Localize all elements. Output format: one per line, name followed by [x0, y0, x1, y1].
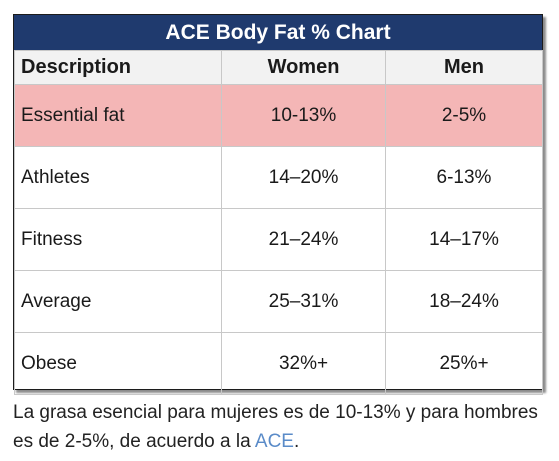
row-men-value: 25%+ — [385, 332, 543, 395]
row-women-value: 32%+ — [221, 332, 386, 395]
row-description: Essential fat — [14, 84, 222, 147]
row-men-value: 2-5% — [385, 84, 543, 147]
caption-body: La grasa esencial para mujeres es de 10-… — [13, 402, 538, 452]
row-men-value: 18–24% — [385, 270, 543, 333]
caption-text: La grasa esencial para mujeres es de 10-… — [13, 398, 553, 456]
row-men-value: 6-13% — [385, 146, 543, 209]
row-description: Average — [14, 270, 222, 333]
header-row: Description Women Men — [14, 50, 543, 85]
caption-end: . — [293, 431, 300, 452]
body-fat-grid: Description Women Men Essential fat 10-1… — [14, 50, 543, 395]
table-row-average: Average 25–31% 18–24% — [14, 270, 543, 333]
table-row-obese: Obese 32%+ 25%+ — [14, 332, 543, 395]
row-women-value: 21–24% — [221, 208, 386, 271]
table-title: ACE Body Fat % Chart — [14, 15, 542, 50]
row-women-value: 14–20% — [221, 146, 386, 209]
row-description: Athletes — [14, 146, 222, 209]
row-women-value: 10-13% — [221, 84, 386, 147]
row-description: Fitness — [14, 208, 222, 271]
column-header-description: Description — [14, 50, 222, 85]
table-row-essential-fat: Essential fat 10-13% 2-5% — [14, 84, 543, 147]
column-header-men: Men — [385, 50, 543, 85]
table-row-fitness: Fitness 21–24% 14–17% — [14, 208, 543, 271]
body-fat-table: ACE Body Fat % Chart Description Women M… — [13, 14, 543, 395]
ace-link[interactable]: ACE — [254, 431, 294, 452]
row-description: Obese — [14, 332, 222, 395]
row-women-value: 25–31% — [221, 270, 386, 333]
table-row-athletes: Athletes 14–20% 6-13% — [14, 146, 543, 209]
row-men-value: 14–17% — [385, 208, 543, 271]
column-header-women: Women — [221, 50, 386, 85]
